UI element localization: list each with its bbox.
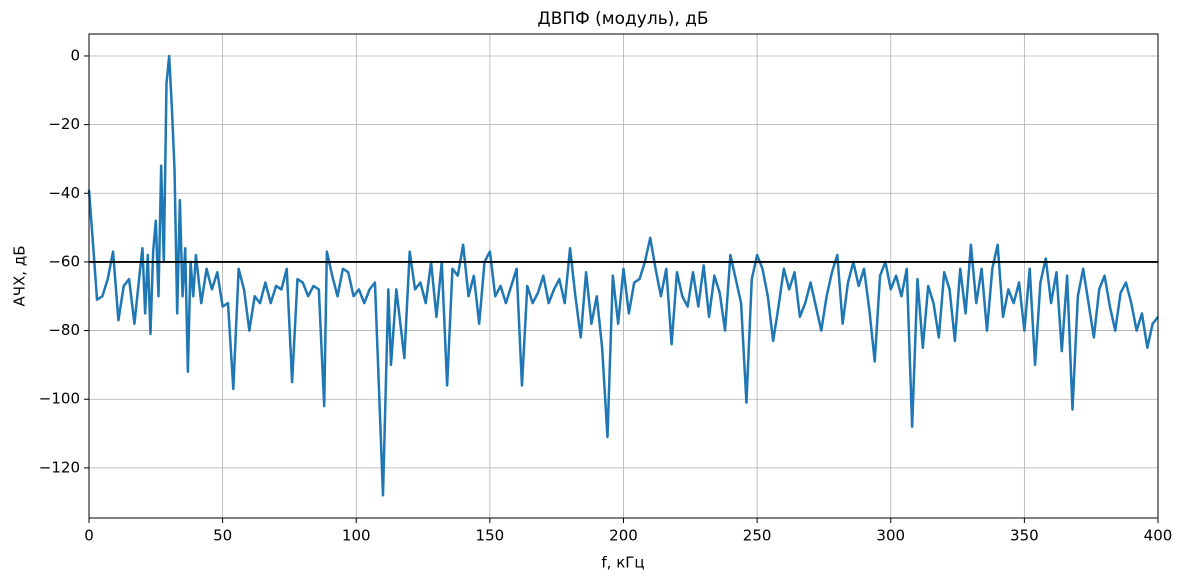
y-tick-label: −80 [48,321,80,339]
x-tick-label: 250 [743,527,772,545]
y-tick-label: −20 [48,115,80,133]
y-tick-label: −60 [48,252,80,270]
data-line [87,54,1159,497]
chart-title: ДВПФ (модуль), дБ [537,9,708,29]
x-tick-label: 0 [84,527,94,545]
x-tick-label: 100 [342,527,371,545]
x-tick-label: 50 [213,527,232,545]
x-tick-label: 400 [1144,527,1173,545]
x-tick-label: 350 [1010,527,1039,545]
y-tick-label: −100 [39,390,80,408]
plot-frame [88,33,1159,519]
y-tick-label: −120 [39,458,80,476]
y-axis-label: АЧХ, дБ [11,245,29,306]
x-tick-label: 150 [476,527,505,545]
y-tick-label: −40 [48,184,80,202]
y-tick-label: 0 [70,46,80,64]
x-axis-label: f, кГц [601,554,644,572]
x-tick-label: 300 [876,527,905,545]
x-tick-label: 200 [609,527,638,545]
